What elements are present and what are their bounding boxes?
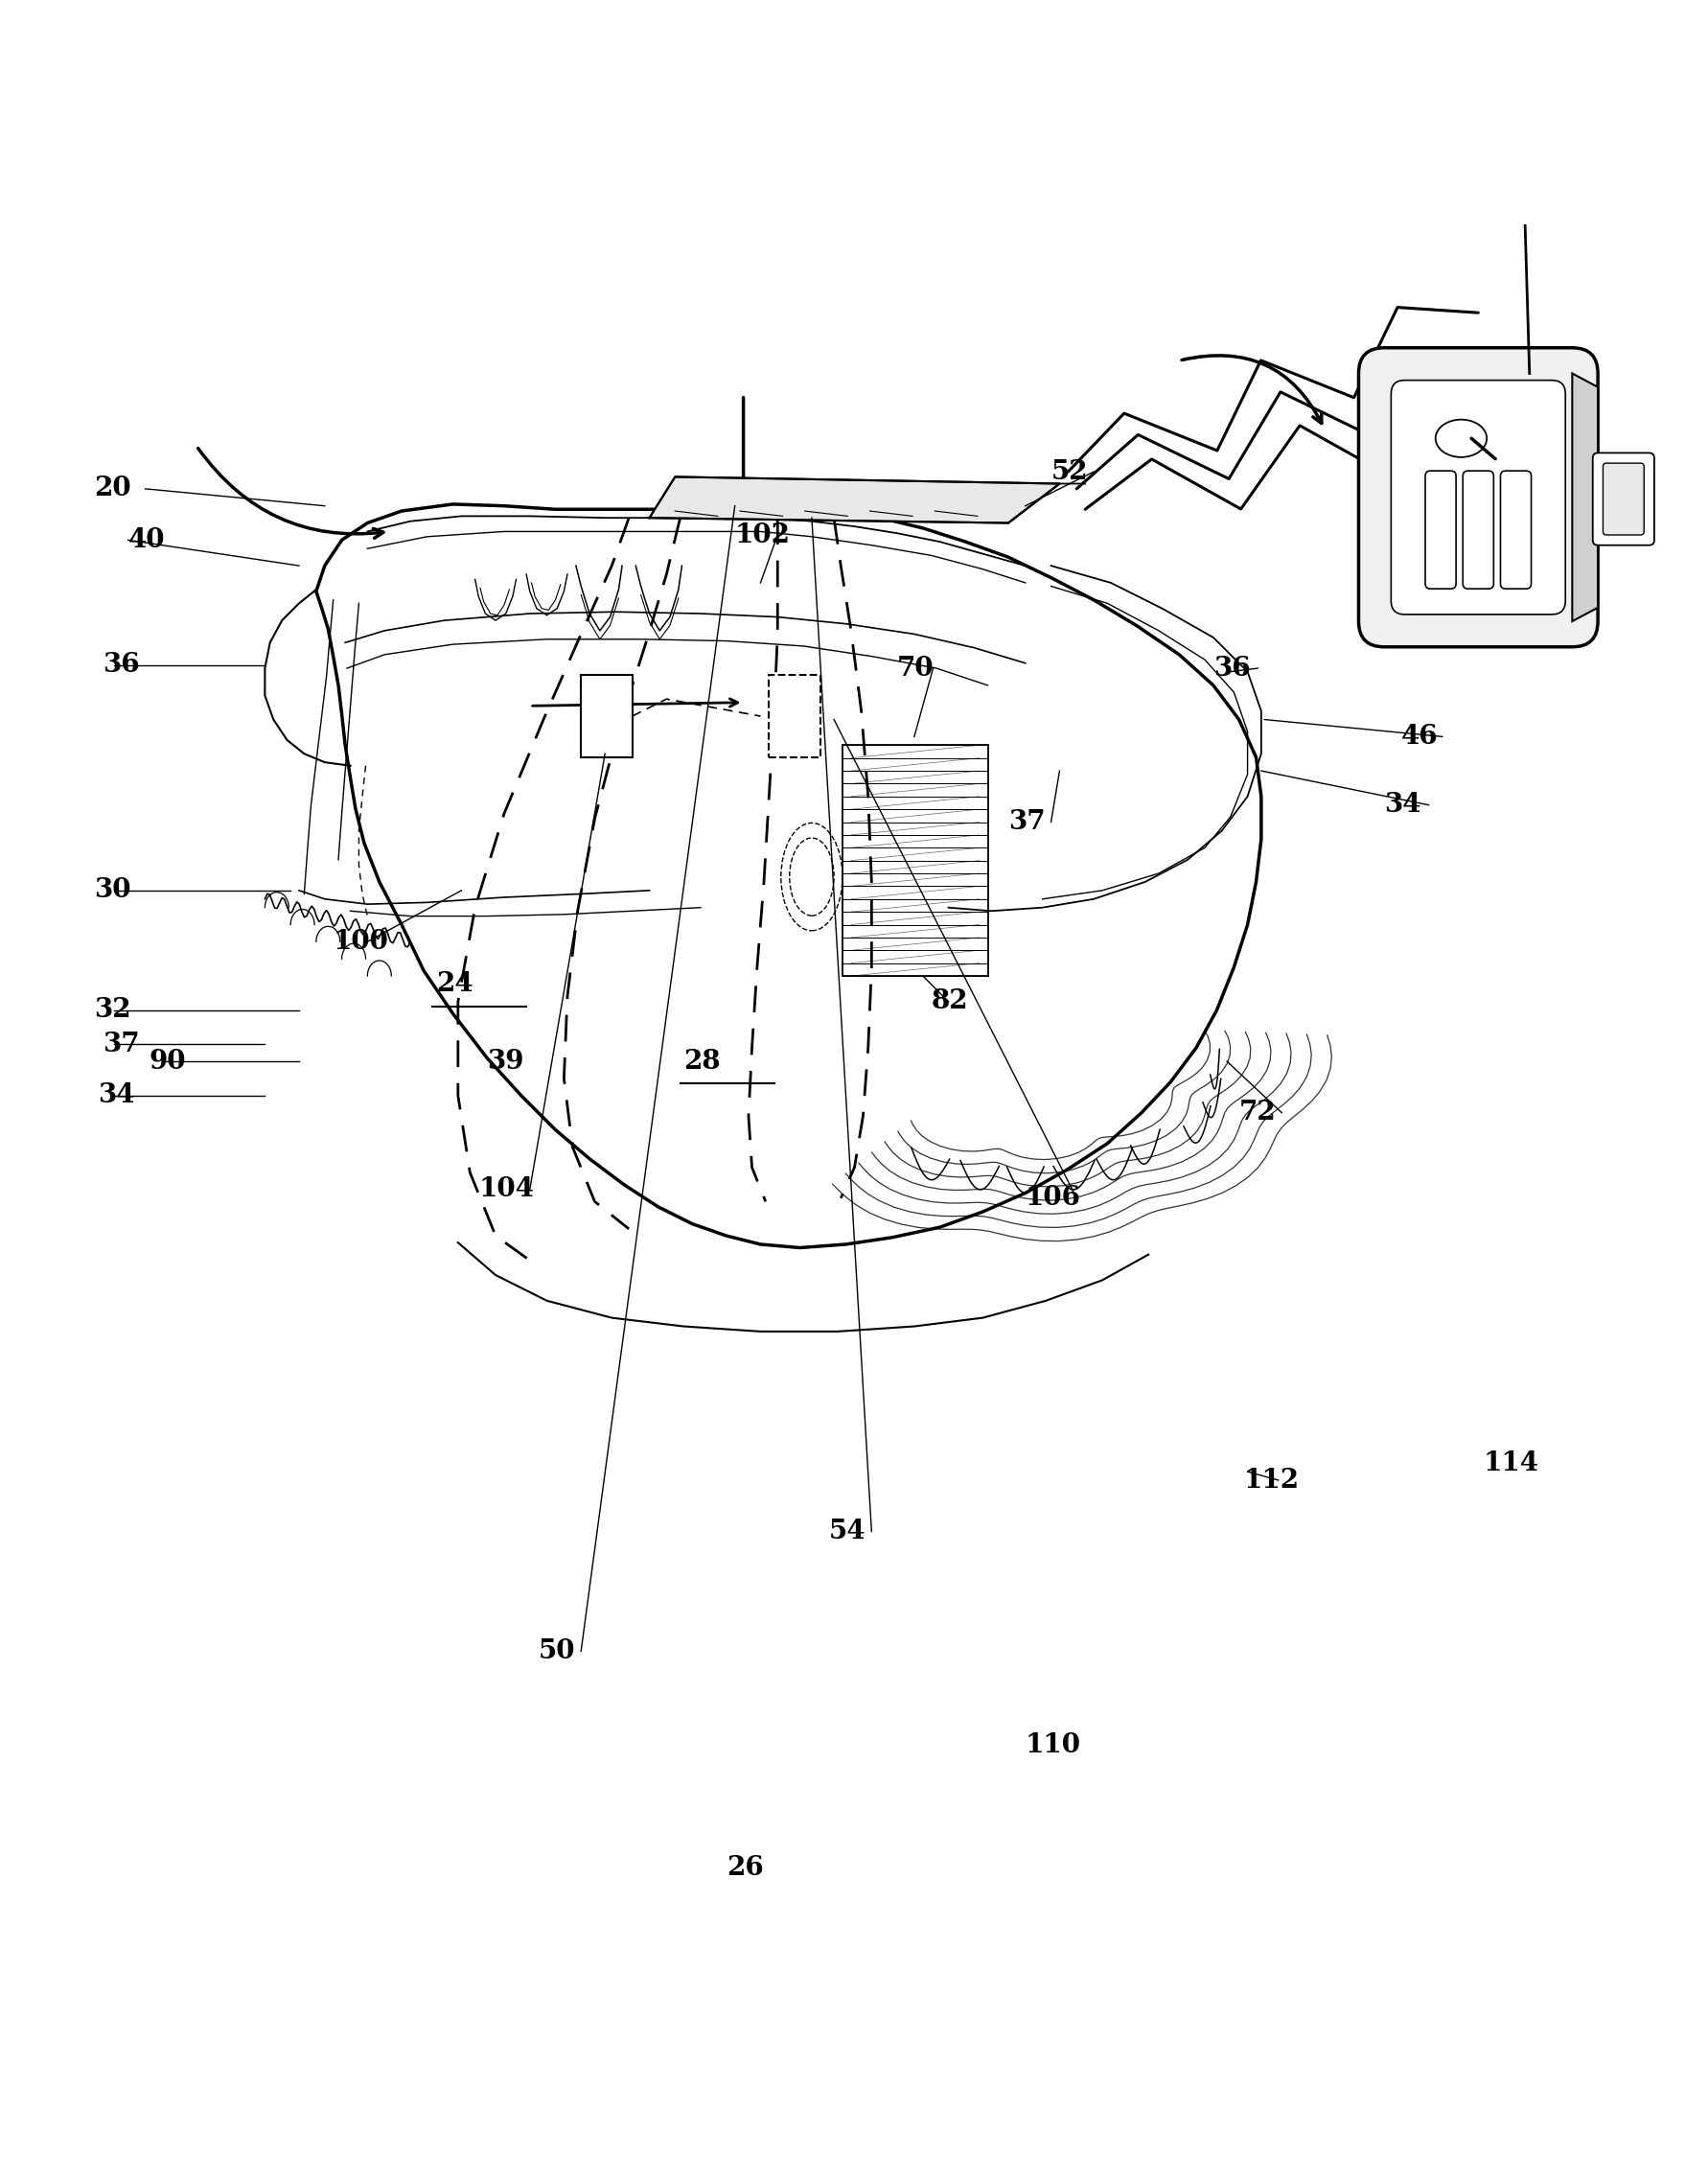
Text: 40: 40: [128, 526, 166, 552]
FancyBboxPatch shape: [1500, 470, 1530, 589]
Text: 39: 39: [487, 1048, 524, 1074]
Text: 72: 72: [1238, 1100, 1276, 1126]
Text: 50: 50: [538, 1637, 576, 1663]
FancyBboxPatch shape: [1390, 380, 1565, 615]
FancyBboxPatch shape: [1424, 470, 1455, 589]
Text: 90: 90: [149, 1048, 186, 1074]
Text: 54: 54: [828, 1519, 866, 1544]
Text: 114: 114: [1483, 1450, 1539, 1475]
Text: 34: 34: [97, 1083, 135, 1109]
Text: 70: 70: [897, 656, 934, 682]
FancyBboxPatch shape: [1602, 464, 1643, 535]
Text: 34: 34: [1383, 792, 1421, 818]
Bar: [581, 675, 632, 757]
Text: 104: 104: [478, 1178, 533, 1204]
Text: 26: 26: [726, 1855, 763, 1881]
FancyBboxPatch shape: [1462, 470, 1493, 589]
FancyBboxPatch shape: [1358, 347, 1597, 647]
Text: 82: 82: [931, 988, 968, 1014]
Text: 28: 28: [683, 1048, 721, 1074]
Text: 112: 112: [1243, 1467, 1300, 1493]
Text: 110: 110: [1025, 1732, 1081, 1758]
Text: 36: 36: [102, 651, 140, 677]
Text: 100: 100: [333, 930, 388, 956]
Text: 52: 52: [1050, 459, 1088, 485]
Bar: [769, 675, 820, 757]
Bar: [842, 744, 987, 975]
Text: 30: 30: [94, 878, 132, 904]
Text: 106: 106: [1025, 1184, 1081, 1210]
Text: 46: 46: [1401, 725, 1438, 751]
Text: 32: 32: [94, 997, 132, 1022]
Ellipse shape: [1435, 421, 1486, 457]
Polygon shape: [649, 477, 1059, 522]
Polygon shape: [1571, 373, 1597, 621]
Text: 102: 102: [734, 522, 791, 548]
Text: 20: 20: [94, 477, 132, 503]
Text: 36: 36: [1213, 656, 1250, 682]
Text: 37: 37: [102, 1031, 140, 1057]
Text: 37: 37: [1008, 809, 1045, 835]
FancyBboxPatch shape: [1592, 453, 1653, 546]
Text: 24: 24: [436, 971, 473, 997]
